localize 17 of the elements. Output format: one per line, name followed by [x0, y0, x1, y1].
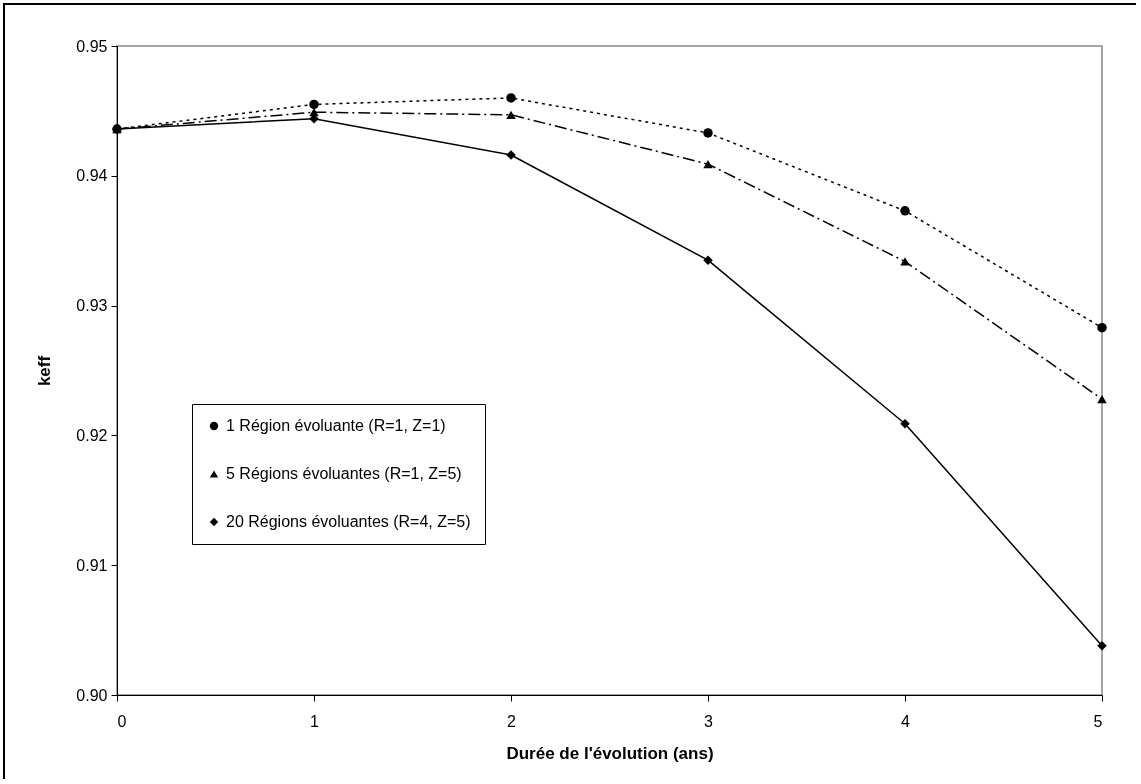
x-tick-label: 2 — [507, 712, 517, 730]
x-axis-title: Durée de l'évolution (ans) — [506, 743, 714, 763]
x-tick-label: 0 — [117, 712, 127, 730]
legend-label: 20 Régions évoluantes (R=4, Z=5) — [226, 513, 471, 530]
y-tick-label: 0.94 — [76, 167, 108, 185]
y-tick-label: 0.91 — [76, 556, 108, 574]
y-tick-label: 0.92 — [76, 426, 108, 444]
y-tick-label: 0.93 — [76, 297, 108, 315]
y-axis-title: keff — [35, 355, 55, 387]
x-tick-label: 3 — [704, 712, 714, 730]
y-tick-label: 0.90 — [76, 686, 108, 704]
x-tick-label: 5 — [1093, 712, 1103, 730]
legend-label: 5 Régions évoluantes (R=1, Z=5) — [226, 465, 462, 482]
legend-label: 1 Région évoluante (R=1, Z=1) — [226, 417, 446, 434]
y-tick-label: 0.95 — [76, 37, 108, 55]
x-tick-label: 4 — [901, 712, 911, 730]
x-tick-label: 1 — [310, 712, 320, 730]
